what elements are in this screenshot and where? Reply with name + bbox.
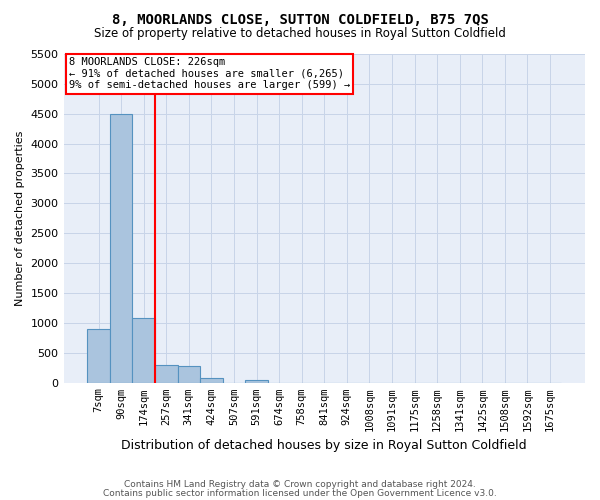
Text: 8 MOORLANDS CLOSE: 226sqm
← 91% of detached houses are smaller (6,265)
9% of sem: 8 MOORLANDS CLOSE: 226sqm ← 91% of detac… <box>69 58 350 90</box>
Bar <box>178 366 200 382</box>
Text: Contains HM Land Registry data © Crown copyright and database right 2024.: Contains HM Land Registry data © Crown c… <box>124 480 476 489</box>
Y-axis label: Number of detached properties: Number of detached properties <box>15 130 25 306</box>
Text: Contains public sector information licensed under the Open Government Licence v3: Contains public sector information licen… <box>103 489 497 498</box>
Bar <box>155 364 178 382</box>
Bar <box>133 318 155 382</box>
X-axis label: Distribution of detached houses by size in Royal Sutton Coldfield: Distribution of detached houses by size … <box>121 440 527 452</box>
Bar <box>245 380 268 382</box>
Bar <box>110 114 133 382</box>
Bar <box>87 329 110 382</box>
Bar <box>200 378 223 382</box>
Text: 8, MOORLANDS CLOSE, SUTTON COLDFIELD, B75 7QS: 8, MOORLANDS CLOSE, SUTTON COLDFIELD, B7… <box>112 12 488 26</box>
Text: Size of property relative to detached houses in Royal Sutton Coldfield: Size of property relative to detached ho… <box>94 28 506 40</box>
